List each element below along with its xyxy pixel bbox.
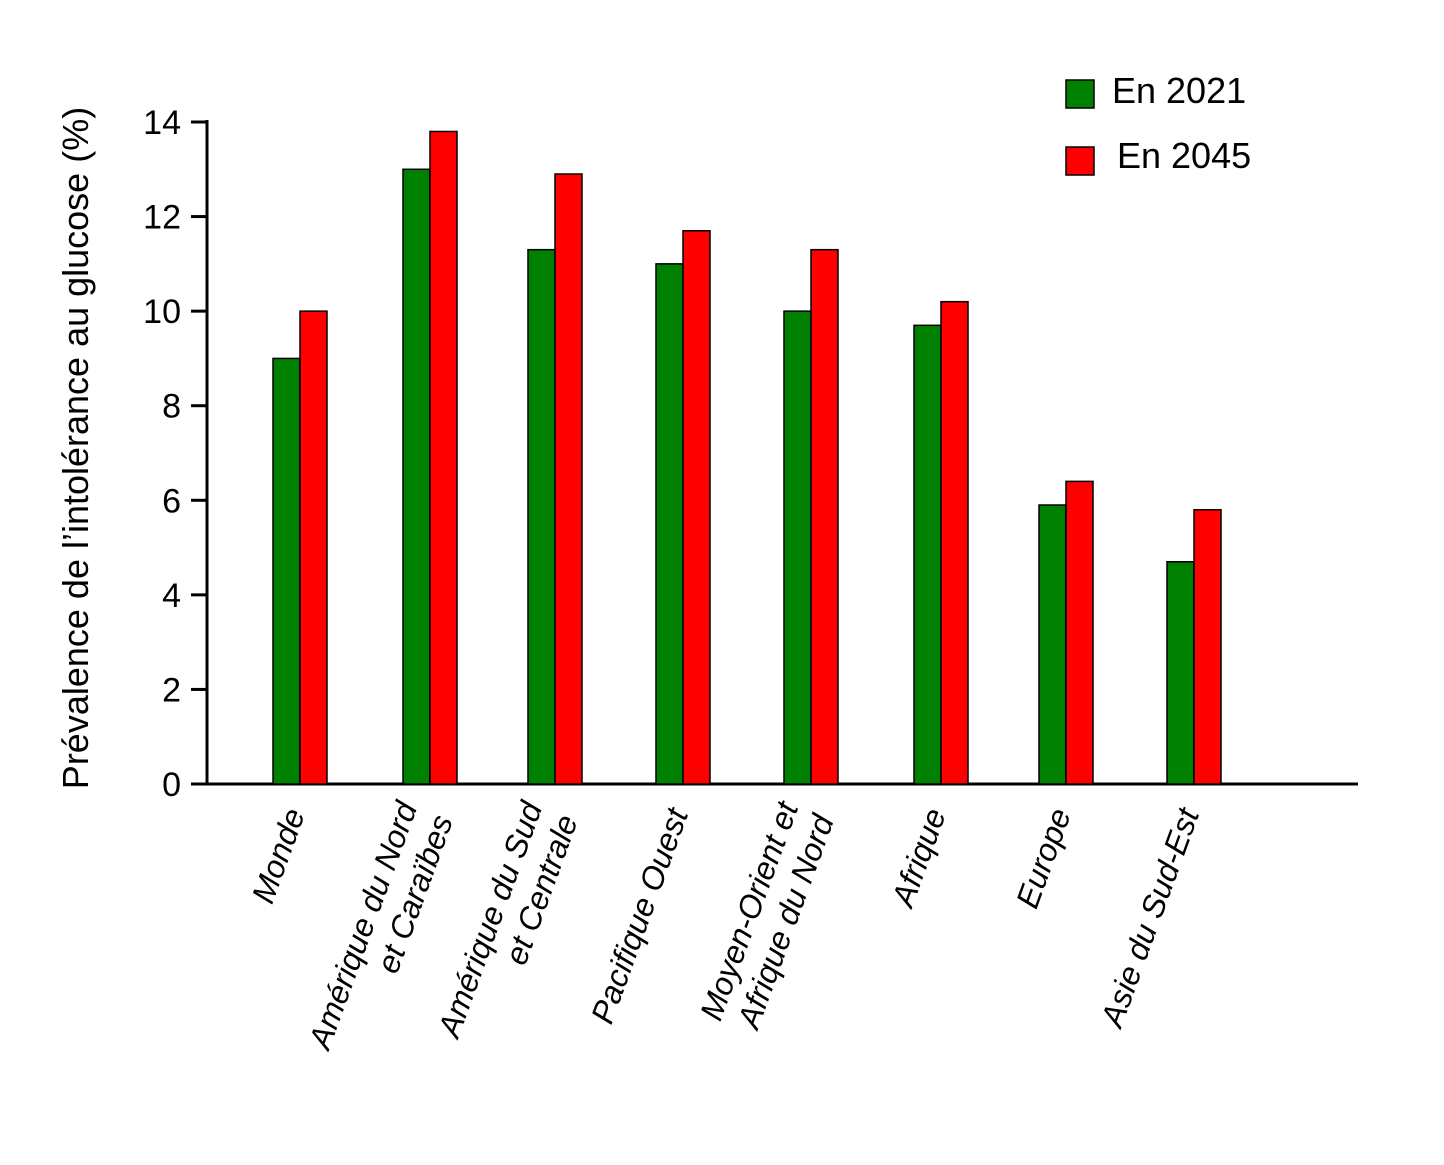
bar-en-2045: [299, 310, 328, 785]
bar-en-2021: [527, 248, 556, 785]
legend-swatch: [1065, 79, 1095, 109]
axes: 0 2 4 6 8 10 12 14: [143, 104, 1358, 804]
x-tick-label-line: Pacifique Ouest: [584, 802, 695, 1028]
y-tick-label: 6: [162, 482, 181, 520]
legend-label: En 2045: [1117, 135, 1251, 176]
y-tick-label: 14: [143, 104, 181, 142]
y-tick-label: 2: [162, 671, 181, 709]
bar-en-2045: [682, 230, 711, 785]
bar-en-2045: [940, 300, 969, 785]
y-tick-label: 8: [162, 388, 181, 426]
x-tick-label: Afrique: [884, 804, 953, 913]
bar-en-2021: [783, 310, 812, 785]
bar-en-2021: [272, 357, 301, 785]
bar-en-2021: [913, 324, 942, 785]
bar-en-2045: [429, 130, 458, 785]
y-tick-label: 4: [162, 577, 181, 615]
bar-en-2045: [1065, 480, 1094, 785]
legend-swatch: [1065, 146, 1095, 176]
x-tick-label-line: Afrique: [884, 804, 953, 913]
y-tick-label: 12: [143, 199, 181, 237]
bar-en-2045: [554, 173, 583, 785]
bars: [272, 130, 1222, 785]
bar-en-2045: [1193, 508, 1222, 785]
y-tick-label: 10: [143, 293, 181, 331]
x-tick-label-line: Monde: [245, 804, 312, 908]
bar-en-2045: [810, 248, 839, 785]
legend: En 2021 En 2045: [1065, 70, 1251, 176]
x-tick-label-line: Europe: [1009, 804, 1078, 913]
bar-en-2021: [1166, 561, 1195, 785]
bar-en-2021: [402, 168, 431, 785]
bar-en-2021: [1038, 504, 1067, 785]
x-tick-label: Monde: [245, 804, 312, 908]
x-tick-label: Europe: [1009, 804, 1078, 913]
y-axis-label: Prévalence de l’intolérance au glucose (…: [55, 107, 96, 789]
x-tick-label-line: Asie du Sud-Est: [1093, 802, 1206, 1033]
y-tick-label: 0: [162, 766, 181, 804]
x-tick-label: Pacifique Ouest: [584, 802, 695, 1028]
bar-en-2021: [655, 263, 684, 785]
x-tick-label: Asie du Sud-Est: [1093, 802, 1206, 1033]
legend-label: En 2021: [1112, 70, 1246, 111]
